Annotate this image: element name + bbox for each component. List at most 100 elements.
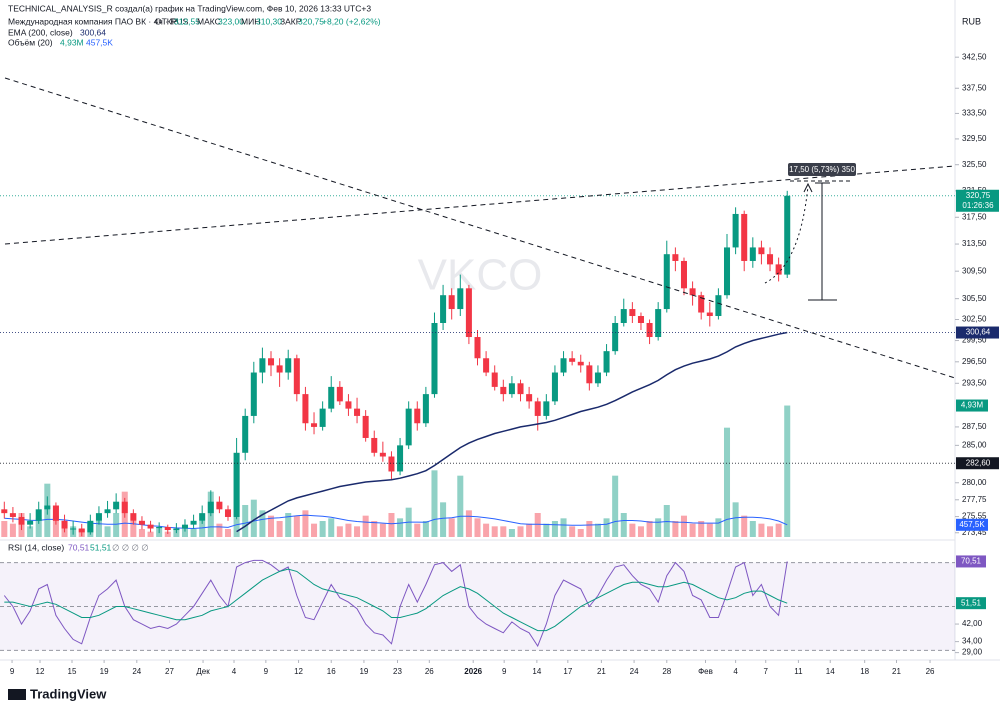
rsi-ma-value: 51,51 (90, 542, 112, 552)
y-tick-label: 280,00 (962, 478, 987, 487)
volume-bar (551, 521, 558, 537)
candle-body (474, 337, 481, 359)
ema-label: EMA (200, close) (8, 27, 73, 37)
candle-body (52, 505, 59, 521)
volume-bar (689, 523, 696, 537)
currency: RUB (962, 16, 981, 26)
symbol: Международная компания ПАО ВК · 4ч · RUS (8, 16, 189, 26)
volume-bar (577, 529, 584, 537)
credit: TECHNICAL_ANALYSIS_R создал(а) график на… (8, 3, 371, 13)
rsi-tick-label: 42,00 (962, 619, 983, 628)
candle-body (147, 524, 154, 529)
volume-bar (35, 518, 42, 537)
candle-body (9, 513, 16, 517)
volume-bar (517, 526, 524, 537)
candle-body (629, 309, 636, 317)
volume-bar (216, 523, 223, 537)
legend: TECHNICAL_ANALYSIS_R создал(а) график на… (8, 3, 981, 552)
change: +8,20 (+2,62%) (322, 16, 381, 26)
candle-body (35, 509, 42, 521)
rsi-ma-line (4, 568, 788, 632)
volume-bar (784, 405, 791, 537)
y-tick-label: 325,50 (962, 160, 987, 169)
x-tick-label: 4 (733, 667, 738, 676)
volume-bar (637, 526, 644, 537)
volume-bar (620, 513, 627, 537)
candle-body (551, 372, 558, 402)
candle-body (190, 520, 197, 525)
ohlc-label: МИН (241, 16, 260, 26)
x-tick-label: 28 (662, 667, 671, 676)
volume-bar (594, 523, 601, 537)
candle-body (87, 520, 94, 533)
candle-body (465, 288, 472, 338)
volume-bar (767, 526, 774, 537)
volume-bar (113, 513, 120, 537)
candle-body (285, 358, 292, 373)
candle-body (113, 501, 120, 510)
volume-bar (483, 523, 490, 537)
volume-bar (27, 526, 34, 537)
candle-body (70, 528, 77, 530)
candle-body (354, 408, 361, 416)
candle-body (18, 516, 25, 525)
x-tick-label: 14 (532, 667, 541, 676)
volume-bar (680, 515, 687, 537)
candle-body (242, 415, 249, 453)
x-tick-label: 21 (597, 667, 606, 676)
x-tick-label: 19 (100, 667, 109, 676)
volume-bar (749, 521, 756, 537)
volume-bar (224, 529, 232, 537)
x-tick-label: Дек (196, 667, 210, 676)
candle-body (741, 213, 748, 261)
volume-bar (706, 523, 713, 537)
x-tick-label: Фев (698, 667, 713, 676)
price-tag (956, 326, 999, 339)
rsi-tick-label: 29,00 (962, 648, 983, 657)
x-tick-label: 27 (165, 667, 174, 676)
volume-bar (328, 518, 335, 537)
candle-body (216, 501, 223, 510)
volume-bar (715, 518, 722, 537)
y-tick-label: 337,50 (962, 83, 987, 92)
ohlc-label: ОТКР (155, 16, 178, 26)
volume-bar (345, 523, 352, 537)
ohlc-label: МАКС (197, 16, 221, 26)
y-tick-label: 299,50 (962, 336, 987, 345)
x-tick-label: 11 (794, 667, 803, 676)
candle-body (431, 322, 438, 395)
y-tick-label: 309,50 (962, 266, 987, 275)
candle-body (199, 513, 206, 521)
arrow-head (803, 182, 813, 193)
candle-body (181, 524, 188, 529)
candle-body (500, 386, 507, 395)
volume-bar (758, 523, 765, 537)
volume-bar (508, 529, 515, 537)
ohlc-value: 323,00 (218, 16, 244, 26)
volume-bar (268, 515, 275, 537)
candle-body (27, 520, 34, 525)
candle-body (95, 513, 102, 521)
logo: TradingView (30, 686, 107, 701)
candle-body (397, 445, 404, 472)
price-tag (956, 457, 999, 470)
candle-body (44, 505, 51, 510)
volume-bar (138, 529, 145, 537)
y-tick-label: 342,50 (962, 52, 987, 61)
x-tick-label: 4 (232, 667, 237, 676)
candle-body (689, 288, 696, 296)
candle-body (164, 526, 171, 531)
volume-bar (414, 523, 421, 537)
candle-body (663, 254, 670, 310)
y-tick-label: 296,50 (962, 357, 987, 366)
x-tick-label: 15 (68, 667, 77, 676)
candle-body (594, 372, 601, 384)
volume-bar (52, 515, 59, 537)
candle-body (345, 401, 352, 409)
x-tick-label: 24 (630, 667, 639, 676)
volume-tag (956, 399, 988, 412)
y-tick-label: 285,00 (962, 440, 987, 449)
candle-body (379, 452, 386, 457)
y-tick-label: 313,50 (962, 239, 987, 248)
rsi-tag-label: 70,51 (961, 557, 982, 566)
